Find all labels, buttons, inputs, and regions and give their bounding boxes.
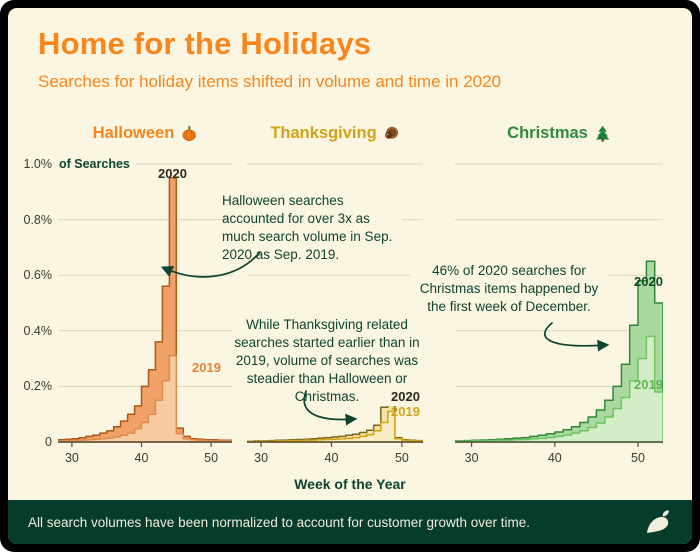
thanksgiving-2020-label: 2020 [391, 389, 420, 404]
svg-text:50: 50 [204, 451, 218, 465]
christmas-annotation-arrow [543, 322, 610, 352]
halloween-title-text: Halloween [92, 124, 175, 142]
thanksgiving-title-text: Thanksgiving [270, 124, 377, 142]
svg-text:40: 40 [548, 451, 562, 465]
christmas-2020-label: 2020 [634, 274, 663, 289]
footer-note: All search volumes have been normalized … [28, 514, 530, 530]
thanksgiving-annotation: While Thanksgiving related searches star… [232, 316, 422, 406]
y-axis-unit-label: of Searches [56, 157, 136, 172]
christmas-chart: 30 40 50 [455, 163, 663, 465]
thanksgiving-2019-label: 2019 [391, 404, 420, 419]
svg-text:50: 50 [631, 451, 645, 465]
y-axis-tick-0.2: 0.2% [23, 379, 53, 393]
carrot-icon [644, 508, 672, 536]
pumpkin-icon [182, 126, 196, 142]
christmas-2019-label: 2019 [634, 377, 663, 392]
footer-bar: All search volumes have been normalized … [8, 500, 692, 544]
halloween-2020-label: 2020 [158, 166, 187, 181]
page-subtitle: Searches for holiday items shifted in vo… [38, 72, 502, 91]
svg-text:30: 30 [254, 451, 268, 465]
svg-text:40: 40 [135, 451, 149, 465]
thanksgiving-annotation-arrow [303, 390, 358, 426]
y-axis-tick-0.6: 0.6% [23, 268, 53, 282]
christmas-annotation: 46% of 2020 searches for Christmas items… [410, 262, 608, 316]
svg-text:30: 30 [465, 451, 479, 465]
christmas-chart-title: Christmas [507, 124, 611, 143]
halloween-2019-label: 2019 [192, 360, 221, 375]
turkey-icon [385, 126, 399, 139]
svg-text:30: 30 [65, 451, 79, 465]
y-axis-tick-0: 0 [45, 435, 52, 449]
y-axis-tick-0.8: 0.8% [23, 213, 53, 227]
y-axis-tick-0.4: 0.4% [23, 324, 53, 338]
page-title: Home for the Holidays [38, 26, 372, 61]
y-axis-tick-1.0: 1.0% [23, 157, 53, 171]
x-axis-title: Week of the Year [294, 476, 406, 492]
svg-text:50: 50 [395, 451, 409, 465]
christmas-title-text: Christmas [507, 124, 588, 142]
halloween-annotation: Halloween searches accounted for over 3x… [222, 192, 402, 264]
thanksgiving-chart-title: Thanksgiving [270, 124, 399, 143]
infographic-canvas: Home for the Holidays Searches for holid… [8, 8, 692, 544]
svg-text:40: 40 [325, 451, 339, 465]
halloween-annotation-arrow [160, 251, 261, 278]
halloween-chart: 30 40 50 [58, 163, 232, 465]
christmas-tree-icon [595, 125, 610, 142]
halloween-chart-title: Halloween [93, 124, 198, 143]
